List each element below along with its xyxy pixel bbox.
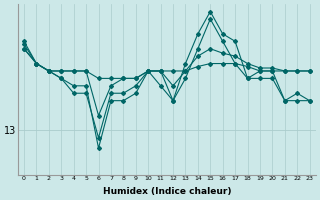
X-axis label: Humidex (Indice chaleur): Humidex (Indice chaleur) (103, 187, 231, 196)
